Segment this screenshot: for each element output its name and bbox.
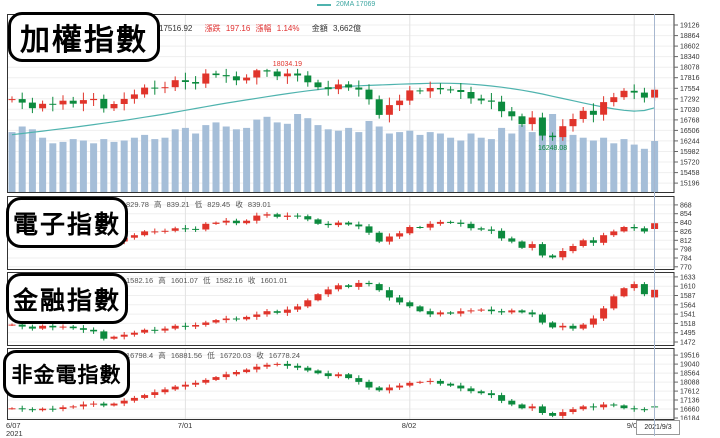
svg-text:1610: 1610 [680,284,696,291]
annotation-title-taiex: 加權指數 [8,12,160,62]
high-label: 高 [154,200,162,209]
low-label: 低 [203,276,211,285]
pct-value: 1.14% [276,24,300,33]
svg-text:1587: 1587 [680,293,696,300]
annotation-title-finance: 金融指數 [6,273,128,324]
low-label: 低 [194,200,203,209]
svg-text:17136: 17136 [680,398,700,405]
x-axis-label: 6/07 [6,421,21,430]
high-value: 1601.07 [170,276,198,285]
high-value: 839.21 [166,200,190,209]
amount-value: 3,662億 [332,24,361,33]
date-tooltip: 2021/9/3 [636,420,680,435]
pct-label: 漲幅 [255,24,272,33]
close-value: 16778.24 [268,351,301,360]
svg-text:798: 798 [680,247,692,254]
svg-text:16248.08: 16248.08 [538,145,567,152]
svg-text:18340: 18340 [680,54,700,61]
svg-text:826: 826 [680,229,692,236]
svg-text:18034.19: 18034.19 [273,61,302,68]
x-axis: 2021 6/07 7/01 8/02 9/01 [0,421,720,438]
svg-text:1472: 1472 [680,340,696,347]
x-axis-year: 2021 [6,429,23,438]
low-value: 1582.16 [215,276,243,285]
svg-text:15982: 15982 [680,149,700,156]
close-label: 收 [256,351,264,360]
svg-text:17612: 17612 [680,389,700,396]
change-label: 漲跌 [204,24,221,33]
svg-text:1518: 1518 [680,321,696,328]
svg-text:17292: 17292 [680,96,700,103]
high-value: 16881.56 [170,351,203,360]
open-value: 829.78 [126,200,149,209]
panel-taiex: 18034.19 16248.08 19126 18864 18602 18340 1807… [7,14,720,193]
svg-text:16506: 16506 [680,128,700,135]
open-value: 1582.16 [126,276,154,285]
svg-text:17030: 17030 [680,107,700,114]
svg-text:1541: 1541 [680,312,696,319]
svg-text:15458: 15458 [680,170,700,177]
electronics-quote-header: 829.78 高 839.21 低 829.45 收 839.01 [126,199,274,210]
low-value: 829.45 [207,200,231,209]
low-value: 16720.03 [219,351,252,360]
candlestick-chart-taiex[interactable]: 18034.19 16248.08 19126 18864 18602 18340 1807… [7,14,720,193]
svg-text:840: 840 [680,220,692,227]
svg-text:18564: 18564 [680,371,700,378]
crosshair-line [654,14,655,436]
svg-text:16660: 16660 [680,407,700,414]
svg-text:18088: 18088 [680,380,700,387]
svg-text:770: 770 [680,264,692,270]
svg-text:868: 868 [680,202,692,209]
svg-text:19040: 19040 [680,362,700,369]
close-label: 收 [235,200,243,209]
svg-text:17554: 17554 [680,86,700,93]
open-value: 16798.4 [126,351,154,360]
amount-label: 金額 [311,24,328,33]
svg-text:15720: 15720 [680,160,700,167]
close-value: 1601.01 [260,276,288,285]
annotation-title-electronics: 電子指數 [6,197,128,248]
svg-text:18864: 18864 [680,33,700,40]
svg-text:19516: 19516 [680,353,700,360]
svg-text:16244: 16244 [680,138,700,145]
ma-legend: 20MA 17069 [317,1,375,8]
high-label: 高 [158,276,166,285]
svg-text:18078: 18078 [680,65,700,72]
close-value: 839.01 [247,200,271,209]
svg-text:19126: 19126 [680,23,700,30]
svg-text:1495: 1495 [680,330,696,337]
svg-text:16184: 16184 [680,416,700,421]
x-axis-label: 8/02 [401,421,417,430]
ma-legend-label: 20MA 17069 [336,1,376,8]
low-label: 低 [207,351,215,360]
finance-quote-header: 1582.16 高 1601.07 低 1582.16 收 1601.01 [126,275,291,286]
x-axis-label: 9/01 [626,421,642,430]
change-value: 197.16 [225,24,251,33]
high-label: 高 [158,351,166,360]
svg-text:1564: 1564 [680,302,696,309]
svg-text:17816: 17816 [680,75,700,82]
x-axis-label: 7/01 [177,421,193,430]
svg-text:18602: 18602 [680,44,700,51]
ma-line-icon [317,3,331,6]
svg-text:15196: 15196 [680,181,700,188]
svg-text:784: 784 [680,256,692,263]
annotation-title-nonfinance: 非金電指數 [3,350,130,398]
close-label: 收 [247,276,256,285]
svg-text:1633: 1633 [680,274,696,281]
svg-text:854: 854 [680,211,692,218]
taiex-close: 17516.92 [159,24,193,33]
svg-text:812: 812 [680,238,692,245]
taiex-quote-header: 17516.92 漲跌 197.16 漲幅 1.14% 金額 3,662億 [159,23,364,34]
nonfinance-quote-header: 16798.4 高 16881.56 低 16720.03 收 16778.24 [126,350,303,361]
svg-text:16768: 16768 [680,117,700,124]
